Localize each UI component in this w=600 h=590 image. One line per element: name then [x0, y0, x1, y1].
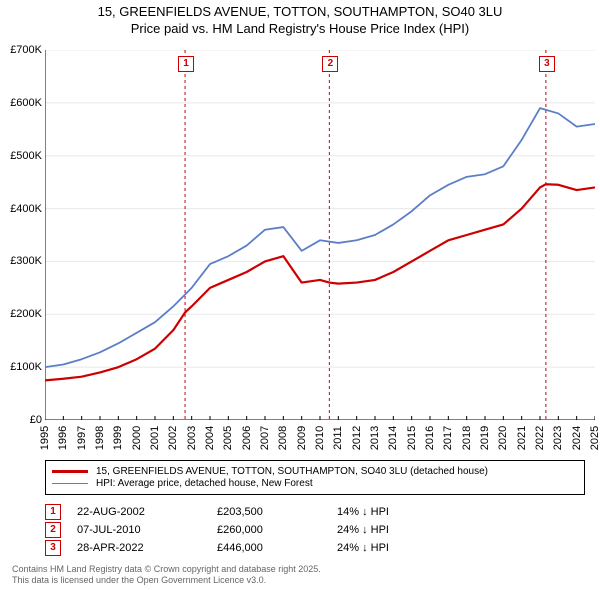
y-tick-label: £100K [0, 361, 42, 373]
sale-row: 1 22-AUG-2002£203,50014% ↓ HPI [45, 504, 457, 520]
sale-price: £203,500 [217, 506, 337, 518]
x-tick-label: 2008 [277, 426, 289, 450]
x-tick-label: 1999 [112, 426, 124, 450]
x-tick-label: 2023 [552, 426, 564, 450]
x-tick-label: 2018 [461, 426, 473, 450]
y-tick-label: £200K [0, 308, 42, 320]
legend: 15, GREENFIELDS AVENUE, TOTTON, SOUTHAMP… [45, 460, 585, 495]
x-tick-label: 2010 [314, 426, 326, 450]
x-tick-label: 2011 [332, 426, 344, 450]
x-tick-label: 1998 [94, 426, 106, 450]
sale-date: 28-APR-2022 [77, 542, 217, 554]
sale-date: 22-AUG-2002 [77, 506, 217, 518]
chart-plot-area: £0£100K£200K£300K£400K£500K£600K£700K199… [45, 50, 595, 420]
footer-line-2: This data is licensed under the Open Gov… [12, 575, 321, 586]
legend-swatch [52, 483, 88, 485]
x-tick-label: 2006 [241, 426, 253, 450]
x-tick-label: 2013 [369, 426, 381, 450]
x-tick-label: 2021 [516, 426, 528, 450]
y-tick-label: £400K [0, 203, 42, 215]
x-tick-label: 2012 [351, 426, 363, 450]
sale-marker-2: 2 [322, 56, 338, 72]
legend-swatch [52, 470, 88, 472]
x-tick-label: 2022 [534, 426, 546, 450]
footer-line-1: Contains HM Land Registry data © Crown c… [12, 564, 321, 575]
sale-diff: 24% ↓ HPI [337, 542, 457, 554]
x-tick-label: 1997 [76, 426, 88, 450]
sale-price: £446,000 [217, 542, 337, 554]
y-tick-label: £500K [0, 150, 42, 162]
x-tick-label: 2007 [259, 426, 271, 450]
title-line-1: 15, GREENFIELDS AVENUE, TOTTON, SOUTHAMP… [0, 4, 600, 21]
y-tick-label: £700K [0, 44, 42, 56]
legend-item: HPI: Average price, detached house, New … [52, 478, 578, 489]
chart-container: 15, GREENFIELDS AVENUE, TOTTON, SOUTHAMP… [0, 0, 600, 590]
x-tick-label: 2003 [186, 426, 198, 450]
x-tick-label: 1996 [57, 426, 69, 450]
chart-title: 15, GREENFIELDS AVENUE, TOTTON, SOUTHAMP… [0, 0, 600, 38]
sale-marker-3: 3 [539, 56, 555, 72]
x-tick-label: 2000 [131, 426, 143, 450]
x-tick-label: 2002 [167, 426, 179, 450]
y-tick-label: £600K [0, 97, 42, 109]
legend-item: 15, GREENFIELDS AVENUE, TOTTON, SOUTHAMP… [52, 466, 578, 477]
sale-marker-1: 1 [178, 56, 194, 72]
sales-table: 1 22-AUG-2002£203,50014% ↓ HPI 2 07-JUL-201… [45, 502, 457, 558]
y-tick-label: £0 [0, 414, 42, 426]
y-tick-label: £300K [0, 255, 42, 267]
x-tick-label: 2005 [222, 426, 234, 450]
title-line-2: Price paid vs. HM Land Registry's House … [0, 21, 600, 38]
sale-price: £260,000 [217, 524, 337, 536]
x-tick-label: 2001 [149, 426, 161, 450]
x-tick-label: 2017 [442, 426, 454, 450]
footer-attribution: Contains HM Land Registry data © Crown c… [12, 564, 321, 587]
sale-row: 3 28-APR-2022£446,00024% ↓ HPI [45, 540, 457, 556]
x-tick-label: 2015 [406, 426, 418, 450]
x-tick-label: 1995 [39, 426, 51, 450]
sale-marker-ref-2: 2 [45, 522, 61, 538]
sale-diff: 24% ↓ HPI [337, 524, 457, 536]
x-tick-label: 2019 [479, 426, 491, 450]
x-tick-label: 2024 [571, 426, 583, 450]
legend-label: HPI: Average price, detached house, New … [96, 478, 313, 489]
sale-marker-ref-1: 1 [45, 504, 61, 520]
sale-date: 07-JUL-2010 [77, 524, 217, 536]
x-tick-label: 2025 [589, 426, 600, 450]
sale-diff: 14% ↓ HPI [337, 506, 457, 518]
chart-svg [45, 50, 595, 420]
x-tick-label: 2016 [424, 426, 436, 450]
sale-row: 2 07-JUL-2010£260,00024% ↓ HPI [45, 522, 457, 538]
x-tick-label: 2009 [296, 426, 308, 450]
x-tick-label: 2014 [387, 426, 399, 450]
x-tick-label: 2004 [204, 426, 216, 450]
sale-marker-ref-3: 3 [45, 540, 61, 556]
x-tick-label: 2020 [497, 426, 509, 450]
legend-label: 15, GREENFIELDS AVENUE, TOTTON, SOUTHAMP… [96, 466, 488, 477]
